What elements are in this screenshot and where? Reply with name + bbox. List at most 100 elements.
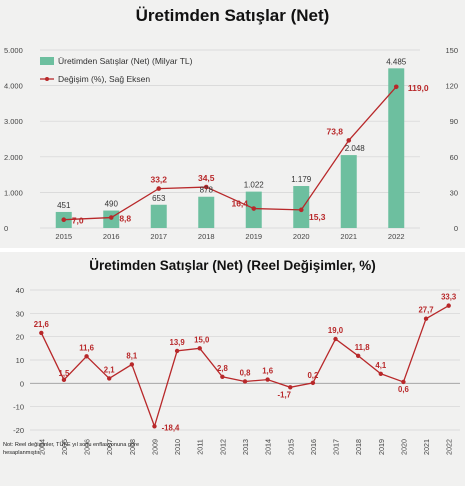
line-point <box>346 138 352 143</box>
line-value-label: 8,8 <box>119 214 131 224</box>
y-tick-label: 30 <box>16 309 24 318</box>
line-point <box>39 330 44 336</box>
line-point <box>333 336 338 342</box>
legend-line-label: Değişim (%), Sağ Eksen <box>58 74 150 84</box>
point-value-label: 0,6 <box>398 385 410 394</box>
x-tick-label: 2017 <box>332 439 341 455</box>
line-point <box>378 371 383 376</box>
x-tick-label: 2019 <box>245 232 262 241</box>
y-left-tick-label: 3.000 <box>4 117 23 126</box>
y-left-tick-label: 1.000 <box>4 188 23 197</box>
bar-value-label: 2.048 <box>345 144 366 153</box>
y-tick-label: -20 <box>13 426 24 435</box>
point-value-label: 0,2 <box>307 371 319 380</box>
y-left-tick-label: 2.000 <box>4 153 23 162</box>
bar <box>150 204 167 228</box>
line-point <box>61 377 67 383</box>
x-tick-label: 2013 <box>241 439 250 455</box>
bar-value-label: 490 <box>105 200 119 209</box>
footnote: Not: Reel değişimler, TÜFE yıl sonu enfl… <box>3 442 140 456</box>
change-line <box>63 86 397 221</box>
x-tick-label: 2020 <box>399 439 408 455</box>
point-value-label: 11,8 <box>355 343 370 352</box>
point-value-label: -1,7 <box>278 390 291 399</box>
x-tick-label: 2017 <box>150 232 167 241</box>
x-tick-label: 2011 <box>196 439 205 454</box>
line-point <box>242 379 248 384</box>
bottom-chart-panel: Üretimden Satışlar (Net) (Reel Değişimle… <box>0 252 465 486</box>
top-chart-panel: Üretimden Satışlar (Net) 0 1.000 2.000 3.00… <box>0 0 465 248</box>
x-tick-label: 2007 <box>105 439 114 455</box>
bar-value-label: 1.022 <box>244 181 265 190</box>
x-tick-label: 2006 <box>83 439 92 455</box>
legend-bar-label: Üretimden Satışlar (Net) (Milyar TL) <box>58 56 193 66</box>
bar-value-label: 653 <box>152 194 166 203</box>
line-point <box>310 380 316 386</box>
point-value-label: 0,8 <box>240 368 252 377</box>
y-left-tick-label: 4.000 <box>4 82 23 91</box>
line-point <box>401 379 406 385</box>
point-value-label: 33,3 <box>441 293 457 302</box>
y-tick-label: 10 <box>16 356 24 365</box>
x-tick-label: 2015 <box>286 439 295 455</box>
y-tick-label: 40 <box>16 286 24 295</box>
line-value-label: 73,8 <box>326 126 343 136</box>
point-value-label: 8,1 <box>126 351 138 360</box>
line-point <box>265 377 270 382</box>
y-right-tick-label: 90 <box>450 117 458 126</box>
bottom-chart-svg: -20 -10 0 10 20 30 40 2004 2005 2006 2007 2008 2009 2… <box>13 286 460 455</box>
y-right-tick-label: 150 <box>445 46 458 55</box>
x-tick-label: 2018 <box>354 439 363 455</box>
point-value-label: 27,7 <box>418 306 433 315</box>
y-tick-label: -10 <box>13 403 24 412</box>
line-point <box>107 376 112 381</box>
x-tick-label: 2018 <box>198 232 215 241</box>
x-tick-label: 2004 <box>37 439 46 455</box>
point-value-label: 15,0 <box>194 335 210 344</box>
x-tick-label: 2021 <box>422 439 431 455</box>
point-value-label: 11,6 <box>79 343 94 352</box>
line-value-label: 15,3 <box>309 212 326 222</box>
bar-value-label: 878 <box>200 186 214 195</box>
y-left-tick-label: 5.000 <box>4 46 23 55</box>
point-value-label: 1,5 <box>59 369 71 378</box>
line-point <box>203 184 209 190</box>
y-right-tick-label: 60 <box>450 153 458 162</box>
bar-value-label: 4.485 <box>386 57 407 66</box>
bar <box>388 68 405 228</box>
bar <box>340 155 357 228</box>
point-value-label: 21,6 <box>34 320 50 329</box>
x-tick-label: 2005 <box>60 439 69 455</box>
legend-bar-swatch <box>40 57 54 65</box>
line-value-label: 119,0 <box>408 83 429 93</box>
x-tick-label: 2008 <box>128 439 137 455</box>
line-point <box>156 186 162 191</box>
y-right-tick-label: 30 <box>450 188 458 197</box>
point-value-label: 4,1 <box>375 361 387 370</box>
x-tick-label: 2016 <box>309 439 318 455</box>
x-tick-label: 2014 <box>264 439 273 455</box>
line-point <box>174 348 180 354</box>
line-point <box>61 217 67 222</box>
line-point <box>108 215 114 220</box>
line-point <box>84 354 89 359</box>
line-value-label: 16,4 <box>231 199 248 209</box>
bar-value-label: 451 <box>57 201 71 210</box>
line-point <box>152 424 157 429</box>
top-chart-svg: 0 1.000 2.000 3.000 4.000 5.000 0 30 60 90 120 150 2… <box>4 46 458 241</box>
y-left-tick-label: 0 <box>4 224 8 233</box>
bar-value-label: 1.179 <box>291 175 312 184</box>
x-tick-label: 2019 <box>377 439 386 455</box>
x-tick-label: 2016 <box>103 232 120 241</box>
line-value-label: 7,0 <box>72 216 84 226</box>
line-point <box>393 84 399 90</box>
real-change-line <box>40 305 450 429</box>
line-point <box>288 385 293 390</box>
point-value-label: 1,6 <box>262 367 274 376</box>
x-tick-label: 2012 <box>218 439 227 455</box>
legend-line-marker <box>45 77 49 81</box>
x-tick-label: 2021 <box>340 232 357 241</box>
line-value-label: 34,5 <box>198 173 215 183</box>
y-tick-label: 0 <box>20 379 24 388</box>
line-point <box>197 346 202 351</box>
